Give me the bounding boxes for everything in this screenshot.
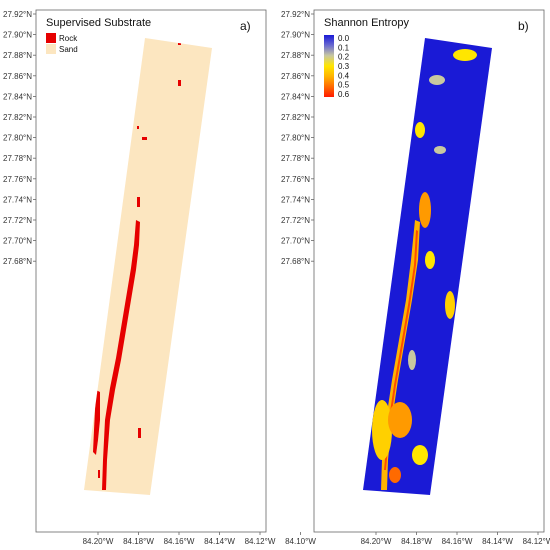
- colorbar-label: 0.6: [338, 90, 350, 99]
- entropy-patch: [419, 192, 431, 228]
- y-tick-label: 27.68°N: [281, 257, 310, 266]
- y-tick-label: 27.92°N: [3, 10, 32, 19]
- y-tick-label: 27.80°N: [281, 134, 310, 143]
- legend-label-rock: Rock: [59, 34, 78, 43]
- y-tick-label: 27.90°N: [3, 31, 32, 40]
- y-tick-label: 27.72°N: [281, 216, 310, 225]
- y-tick-label: 27.82°N: [281, 113, 310, 122]
- entropy-patch: [453, 49, 477, 61]
- x-tick-label: 84.12°W: [245, 537, 276, 546]
- entropy-patch: [388, 402, 412, 438]
- entropy-patch: [445, 291, 455, 319]
- panel-b-legend: 0.00.10.20.30.40.50.6: [324, 34, 350, 99]
- rock-patch: [137, 197, 140, 207]
- y-tick-label: 27.84°N: [281, 92, 310, 101]
- y-tick-label: 27.82°N: [3, 113, 32, 122]
- y-tick-label: 27.72°N: [3, 216, 32, 225]
- entropy-band-core: [384, 230, 418, 470]
- entropy-patch: [412, 445, 428, 465]
- y-tick-label: 27.74°N: [3, 195, 32, 204]
- rock-patch: [98, 470, 100, 478]
- rock-patch: [138, 428, 141, 438]
- y-tick-label: 27.76°N: [3, 175, 32, 184]
- x-tick-label: 84.10°W: [285, 537, 316, 546]
- rock-patch: [178, 80, 181, 86]
- y-tick-label: 27.90°N: [281, 31, 310, 40]
- panel-b-title: Shannon Entropy: [324, 17, 410, 29]
- colorbar-label: 0.5: [338, 81, 350, 90]
- x-tick-label: 84.12°W: [523, 537, 550, 546]
- legend-swatch-sand: [46, 44, 56, 54]
- colorbar-label: 0.1: [338, 43, 350, 52]
- panel-a-rock-areas: [93, 43, 181, 490]
- rock-patch: [142, 137, 147, 140]
- y-tick-label: 27.84°N: [3, 92, 32, 101]
- rock-patch: [137, 126, 139, 129]
- panel-a: 27.92°N 27.90°N 27.88°N 27.86°N 27.84°N 27.82…: [3, 9, 316, 546]
- rock-ridge-main: [102, 220, 140, 490]
- x-tick-label: 84.20°W: [361, 537, 392, 546]
- entropy-patch: [425, 251, 435, 269]
- y-tick-label: 27.88°N: [3, 51, 32, 60]
- panel-b-entropy-highs: [372, 49, 477, 490]
- legend-label-sand: Sand: [59, 45, 78, 54]
- entropy-patch: [434, 146, 446, 154]
- panel-b-letter: b): [518, 19, 529, 33]
- x-tick-label: 84.16°W: [442, 537, 473, 546]
- entropy-patch: [408, 350, 416, 370]
- panel-a-letter: a): [240, 19, 251, 33]
- panel-b-x-axis: 84.20°W84.18°W84.16°W84.14°W84.12°W84.10…: [361, 532, 550, 546]
- colorbar-label: 0.2: [338, 53, 350, 62]
- panel-b: 27.92°N 27.90°N 27.88°N 27.86°N 27.84°N 27.82…: [281, 9, 550, 546]
- colorbar-label: 0.3: [338, 62, 350, 71]
- entropy-patch: [415, 122, 425, 138]
- entropy-patch: [389, 467, 401, 483]
- rock-patch-lower-left: [93, 390, 100, 455]
- y-tick-label: 27.74°N: [281, 195, 310, 204]
- entropy-patch: [429, 75, 445, 85]
- y-tick-label: 27.80°N: [3, 134, 32, 143]
- x-tick-label: 84.16°W: [164, 537, 195, 546]
- y-tick-label: 27.70°N: [3, 237, 32, 246]
- entropy-patch: [372, 400, 392, 460]
- colorbar: [324, 35, 334, 97]
- y-tick-label: 27.78°N: [3, 154, 32, 163]
- panel-a-title: Supervised Substrate: [46, 17, 151, 29]
- panel-a-x-axis: 84.20°W 84.18°W 84.16°W 84.14°W 84.12°W 84.10…: [83, 532, 316, 546]
- y-tick-label: 27.86°N: [281, 72, 310, 81]
- y-tick-label: 27.70°N: [281, 237, 310, 246]
- rock-patch: [178, 43, 181, 45]
- legend-swatch-rock: [46, 33, 56, 43]
- y-tick-label: 27.86°N: [3, 72, 32, 81]
- panel-a-y-axis: 27.92°N 27.90°N 27.88°N 27.86°N 27.84°N 27.82…: [3, 10, 36, 266]
- panel-b-y-axis: 27.92°N 27.90°N 27.88°N 27.86°N 27.84°N 27.82…: [281, 10, 314, 266]
- y-tick-label: 27.92°N: [281, 10, 310, 19]
- x-tick-label: 84.14°W: [482, 537, 513, 546]
- x-tick-label: 84.18°W: [123, 537, 154, 546]
- y-tick-label: 27.78°N: [281, 154, 310, 163]
- y-tick-label: 27.68°N: [3, 257, 32, 266]
- x-tick-label: 84.20°W: [83, 537, 114, 546]
- colorbar-label: 0.4: [338, 71, 350, 80]
- x-tick-label: 84.18°W: [401, 537, 432, 546]
- x-tick-label: 84.14°W: [204, 537, 235, 546]
- y-tick-label: 27.88°N: [281, 51, 310, 60]
- colorbar-label: 0.0: [338, 34, 350, 43]
- y-tick-label: 27.76°N: [281, 175, 310, 184]
